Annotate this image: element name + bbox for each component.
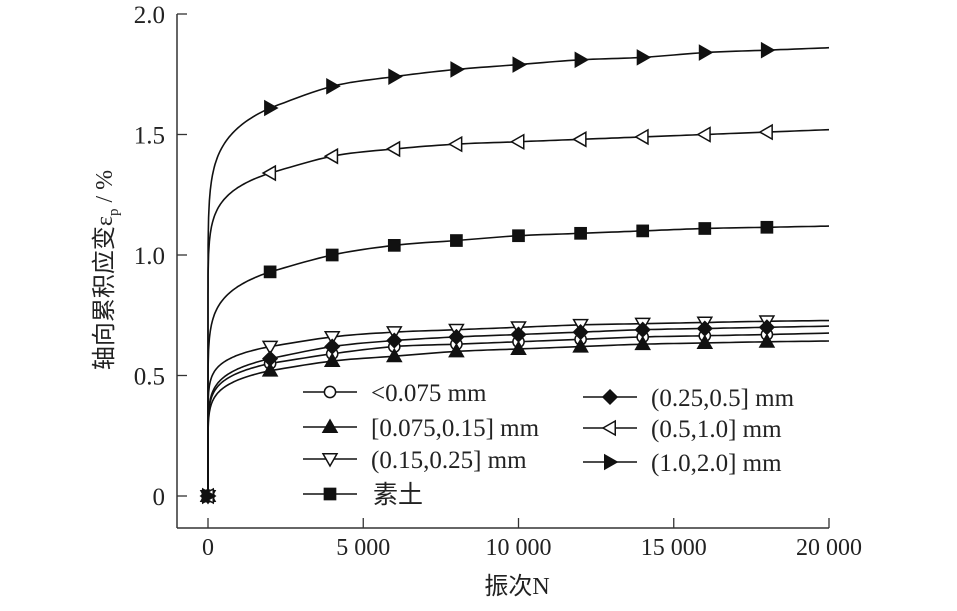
marker-triangle-up	[510, 340, 527, 355]
x-axis-label: 振次N	[484, 573, 549, 600]
series-line	[207, 128, 830, 496]
marker-triangle-right	[636, 49, 652, 66]
legend-item: (0.15,0.25] mm	[303, 447, 527, 474]
marker-diamond-filled	[262, 350, 279, 367]
legend-item: (0.25,0.5] mm	[583, 385, 795, 412]
legend-label: (0.5,1.0] mm	[651, 416, 782, 443]
marker-diamond-filled	[572, 324, 589, 341]
y-axis-label-sub: p	[106, 209, 122, 217]
marker-square	[387, 239, 401, 252]
series-line	[207, 225, 830, 496]
marker-triangle-up	[448, 342, 465, 358]
x-tick-label: 15 000	[641, 535, 707, 561]
marker-square	[512, 229, 525, 243]
series-line	[207, 319, 829, 496]
legend-label: (0.25,0.5] mm	[651, 385, 795, 412]
marker-triangle-left	[447, 135, 463, 153]
marker-triangle-up	[696, 334, 714, 349]
marker-triangle-down	[261, 340, 279, 356]
marker-triangle-left	[601, 419, 616, 437]
marker-triangle-up	[634, 335, 651, 351]
marker-square	[323, 487, 337, 501]
legend-item: (1.0,2.0] mm	[583, 450, 782, 477]
marker-triangle-up	[323, 352, 341, 368]
marker-square	[698, 222, 712, 235]
legend-label: 素土	[373, 481, 423, 509]
marker-triangle-up	[386, 347, 403, 363]
y-axis-label-unit: / %	[92, 170, 118, 209]
legend-label: (1.0,2.0] mm	[651, 450, 782, 477]
marker-triangle-left	[572, 131, 587, 148]
marker-triangle-left	[696, 126, 711, 143]
marker-triangle-right	[604, 453, 619, 471]
series--1-0-2-0-mm	[202, 41, 830, 505]
legend-item: <0.075 mm	[303, 380, 487, 407]
marker-square	[450, 234, 463, 247]
marker-triangle-right	[388, 68, 403, 85]
legend-item: 素土	[303, 481, 423, 509]
y-tick-label: 2.0	[134, 2, 165, 29]
marker-square	[760, 220, 774, 234]
marker-diamond-filled	[386, 332, 403, 349]
series--0-15-0-25-mm	[199, 315, 829, 505]
marker-triangle-up	[758, 333, 776, 348]
marker-triangle-right	[202, 487, 217, 505]
y-tick-label: 1.5	[134, 123, 165, 150]
marker-diamond-filled	[510, 326, 527, 343]
y-tick-label: 0	[153, 484, 166, 511]
marker-diamond-filled	[324, 338, 341, 355]
marker-triangle-left	[261, 164, 277, 182]
marker-triangle-down	[321, 453, 339, 468]
series--0-25-0-5-mm	[199, 319, 830, 505]
legend-item: [0.075,0.15] mm	[303, 415, 540, 442]
marker-diamond-filled	[696, 320, 713, 337]
x-tick-label: 0	[202, 535, 214, 561]
series-line	[207, 325, 830, 496]
marker-triangle-right	[326, 78, 341, 95]
marker-triangle-right	[760, 41, 776, 59]
svg-text:轴向累积应变εp / %: 轴向累积应变εp / %	[91, 170, 122, 370]
legend-label: (0.15,0.25] mm	[371, 447, 527, 474]
legend-item: (0.5,1.0] mm	[583, 416, 782, 443]
marker-circle	[323, 385, 337, 399]
marker-diamond-filled	[601, 388, 619, 406]
y-axis-label: 轴向累积应变εp / %	[91, 170, 122, 370]
x-tick-label: 10 000	[486, 535, 552, 561]
marker-triangle-left	[323, 147, 339, 165]
marker-triangle-up	[261, 362, 279, 377]
marker-square	[325, 248, 339, 262]
marker-triangle-right	[512, 56, 528, 73]
series-line	[207, 340, 830, 496]
marker-square	[263, 265, 277, 279]
marker-triangle-left	[758, 123, 773, 141]
axes: 0 0.5 1.0 1.5 2.0 0 5 000 10 000 15 000 20 000	[134, 2, 862, 561]
marker-square	[574, 226, 587, 240]
marker-triangle-left	[509, 133, 525, 151]
marker-square	[636, 224, 650, 238]
marker-triangle-down	[323, 330, 341, 346]
y-tick-label: 1.0	[134, 243, 165, 270]
marker-triangle-right	[698, 44, 714, 61]
marker-triangle-left	[385, 140, 401, 158]
legend-label: <0.075 mm	[371, 380, 487, 407]
legend: <0.075 mm [0.075,0.15] mm (0.15,0.25] mm 素土…	[303, 380, 795, 509]
y-tick-label: 0.5	[134, 364, 165, 391]
marker-triangle-right	[264, 99, 279, 117]
marker-triangle-up	[572, 338, 589, 353]
curves	[199, 41, 830, 505]
x-tick-label: 20 000	[796, 535, 862, 561]
series-line	[207, 46, 830, 496]
marker-diamond-filled	[758, 319, 775, 336]
series-line	[207, 332, 830, 496]
marker-triangle-left	[634, 128, 649, 146]
marker-triangle-right	[574, 51, 590, 69]
marker-triangle-right	[450, 61, 465, 78]
x-tick-label: 5 000	[336, 535, 390, 561]
y-axis-label-main: 轴向累积应变ε	[91, 216, 118, 370]
marker-diamond-filled	[448, 328, 465, 346]
marker-triangle-up	[321, 418, 339, 433]
marker-diamond-filled	[634, 321, 651, 338]
legend-label: [0.075,0.15] mm	[371, 415, 540, 442]
